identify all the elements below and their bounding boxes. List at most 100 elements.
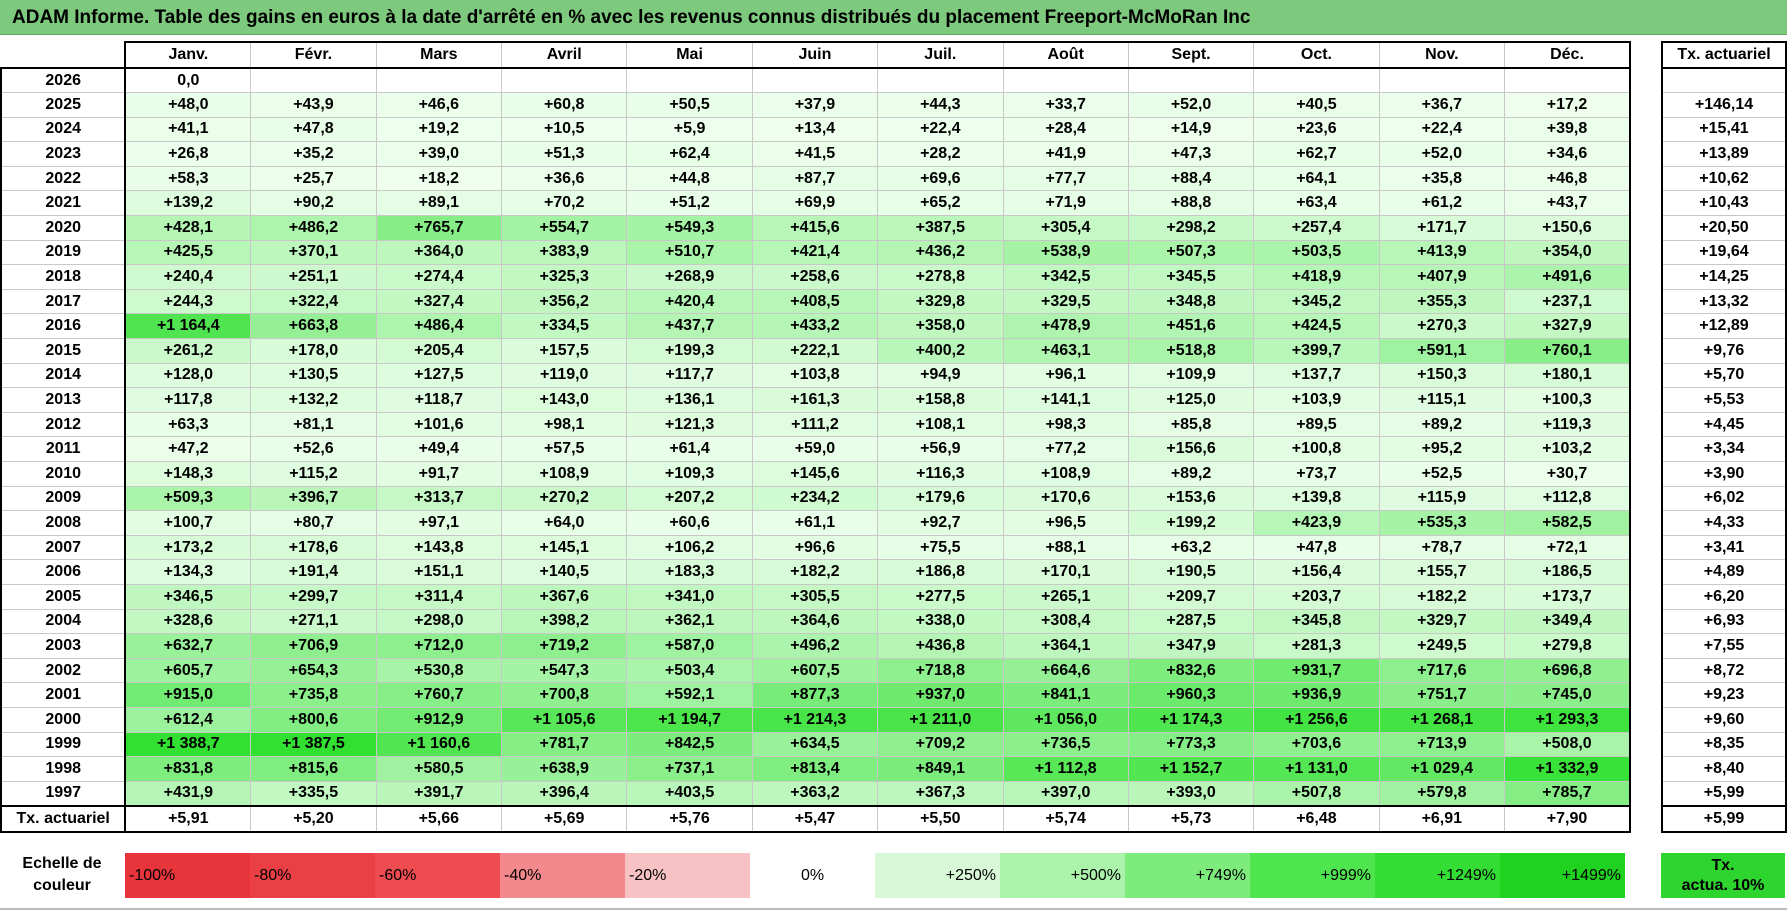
footer-label: Tx. actuariel — [0, 804, 127, 833]
value-cell: +5,9 — [626, 116, 753, 143]
value-cell: +190,5 — [1127, 559, 1255, 585]
value-cell: +358,0 — [877, 313, 1004, 340]
table-row: 2025 +48,0 +43,9 +46,6 +60,8 +50,5 +37,9 +44,3 +… — [0, 92, 1631, 118]
value-cell: +103,8 — [751, 362, 879, 389]
value-cell: +751,7 — [1378, 682, 1506, 708]
footer-row: Tx. actuariel +5,91 +5,20 +5,66 +5,69 +5,76 +5… — [0, 804, 1631, 833]
footer-value: +5,76 — [626, 804, 753, 833]
value-cell: +348,8 — [1127, 288, 1255, 315]
value-cell: +64,0 — [500, 510, 628, 536]
value-cell: +41,9 — [1002, 141, 1129, 167]
value-cell: +75,5 — [877, 534, 1004, 561]
value-cell: +186,8 — [877, 559, 1004, 585]
rate-cell: +13,89 — [1661, 141, 1787, 167]
footer-value: +5,50 — [877, 804, 1004, 833]
rate-row: +10,43 — [1661, 190, 1787, 217]
color-scale-cell: -40% — [500, 853, 625, 898]
value-cell: +1 211,0 — [877, 706, 1004, 733]
rate-cell: +9,60 — [1661, 706, 1787, 733]
rate-row: +6,02 — [1661, 485, 1787, 512]
color-scale-cell: -60% — [375, 853, 500, 898]
value-cell: +549,3 — [626, 215, 753, 241]
value-cell: +35,2 — [250, 141, 377, 167]
table-row: 2012 +63,3 +81,1 +101,6 +98,1 +121,3 +111,2 +10… — [0, 411, 1631, 438]
value-cell: +387,5 — [877, 215, 1004, 241]
value-cell: +322,4 — [250, 288, 377, 315]
value-cell: +960,3 — [1127, 682, 1255, 708]
value-cell: +841,1 — [1002, 682, 1129, 708]
value-cell: +663,8 — [250, 313, 377, 340]
value-cell: +1 160,6 — [375, 731, 503, 758]
bottom-border — [0, 908, 1787, 910]
value-cell: +311,4 — [375, 583, 503, 610]
rate-cell: +6,20 — [1661, 583, 1787, 610]
rate-row: +8,40 — [1661, 756, 1787, 782]
value-cell: +509,3 — [124, 485, 252, 512]
year-cell: 2025 — [0, 92, 127, 118]
value-cell: +261,2 — [124, 338, 252, 364]
value-cell: +1 268,1 — [1378, 706, 1506, 733]
value-cell: +706,9 — [250, 633, 377, 659]
color-scale-cell: +250% — [875, 853, 1000, 898]
rate-row: +7,55 — [1661, 633, 1787, 659]
value-cell: +63,2 — [1127, 534, 1255, 561]
value-cell: +612,4 — [124, 706, 252, 733]
value-cell: +281,3 — [1253, 633, 1380, 659]
value-cell: +936,9 — [1253, 682, 1380, 708]
table-row: 2004 +328,6 +271,1 +298,0 +398,2 +362,1 +364,6… — [0, 608, 1631, 635]
value-cell: +205,4 — [375, 338, 503, 364]
value-cell: +327,4 — [375, 288, 503, 315]
rate-row: +3,34 — [1661, 436, 1787, 462]
value-cell: +582,5 — [1504, 510, 1631, 536]
value-cell: +106,2 — [626, 534, 753, 561]
rate-cell: +3,41 — [1661, 534, 1787, 561]
table-row: 2016 +1 164,4 +663,8 +486,4 +334,5 +437,7 +433… — [0, 313, 1631, 340]
value-cell: +170,6 — [1002, 485, 1129, 512]
value-cell: +43,9 — [250, 92, 377, 118]
value-cell: +1 332,9 — [1504, 756, 1631, 782]
value-cell: +145,1 — [500, 534, 628, 561]
rate-header-row: Tx. actuariel — [1661, 41, 1787, 69]
value-cell: +156,4 — [1253, 559, 1380, 585]
value-cell: +832,6 — [1127, 657, 1255, 684]
value-cell: +80,7 — [250, 510, 377, 536]
value-cell: +10,5 — [500, 116, 628, 143]
value-cell: +338,0 — [877, 608, 1004, 635]
value-cell: +119,3 — [1504, 411, 1631, 438]
value-cell: +915,0 — [124, 682, 252, 708]
table-row: 2011 +47,2 +52,6 +49,4 +57,5 +61,4 +59,0 +56,9 +… — [0, 436, 1631, 462]
value-cell: +518,8 — [1127, 338, 1255, 364]
year-cell: 2026 — [0, 67, 127, 94]
value-cell: +116,3 — [877, 461, 1004, 487]
value-cell: +508,0 — [1504, 731, 1631, 758]
value-cell: +58,3 — [124, 165, 252, 192]
value-cell: +60,6 — [626, 510, 753, 536]
year-cell: 2013 — [0, 387, 127, 413]
value-cell: +134,3 — [124, 559, 252, 585]
value-cell: +765,7 — [375, 215, 503, 241]
value-cell: +191,4 — [250, 559, 377, 585]
value-cell: +249,5 — [1378, 633, 1506, 659]
value-cell: +171,7 — [1378, 215, 1506, 241]
value-cell: +88,4 — [1127, 165, 1255, 192]
value-cell: +313,7 — [375, 485, 503, 512]
rate-row: +4,33 — [1661, 510, 1787, 536]
value-cell: +396,4 — [500, 780, 628, 807]
value-cell: +47,8 — [250, 116, 377, 143]
value-cell: +39,0 — [375, 141, 503, 167]
table-row: 2017 +244,3 +322,4 +327,4 +356,2 +420,4 +408,5… — [0, 288, 1631, 315]
value-cell: +1 293,3 — [1504, 706, 1631, 733]
value-cell: +96,5 — [1002, 510, 1129, 536]
value-cell: +180,1 — [1504, 362, 1631, 389]
value-cell: +547,3 — [500, 657, 628, 684]
year-cell: 2019 — [0, 239, 127, 266]
value-cell: +44,8 — [626, 165, 753, 192]
value-cell: +26,8 — [124, 141, 252, 167]
value-cell: +150,3 — [1378, 362, 1506, 389]
year-cell: 2005 — [0, 583, 127, 610]
value-cell: +77,2 — [1002, 436, 1129, 462]
value-cell: +222,1 — [751, 338, 879, 364]
value-cell: +530,8 — [375, 657, 503, 684]
color-scale-cell: -100% — [125, 853, 250, 898]
value-cell: +92,7 — [877, 510, 1004, 536]
